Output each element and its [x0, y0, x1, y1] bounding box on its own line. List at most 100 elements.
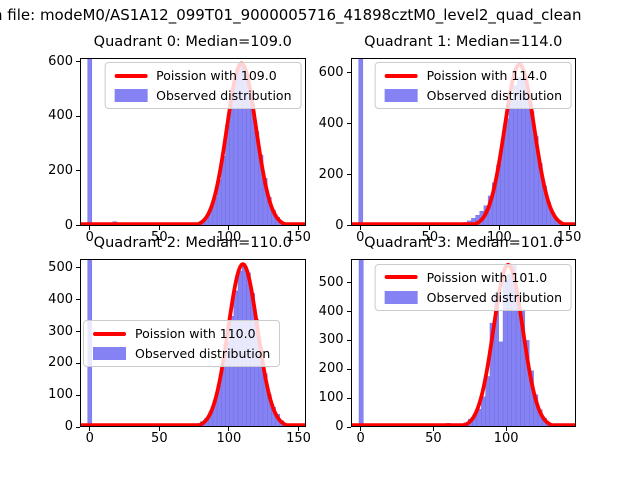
- histogram-swatch-icon: [384, 89, 418, 102]
- y-tick: [76, 225, 80, 226]
- x-tick-label: 50: [151, 431, 168, 446]
- x-tick-label: 100: [487, 229, 512, 245]
- y-tick: [76, 115, 80, 117]
- x-tick: [498, 225, 500, 230]
- y-tick: [76, 61, 80, 63]
- y-tick-label: 600: [318, 64, 344, 80]
- x-tick: [359, 225, 361, 230]
- quadrant-3-plot: [350, 259, 576, 427]
- legend-entry: Poission with 101.0: [384, 269, 562, 285]
- fit-line-swatch-icon: [384, 73, 418, 78]
- legend-entry: Observed distribution: [384, 88, 562, 103]
- poisson-fit-curve: [350, 262, 576, 427]
- x-tick-label: 0: [85, 431, 94, 446]
- quadrant-1-legend: Poission with 114.0 Observed distribution: [374, 62, 572, 109]
- y-tick-label: 200: [48, 162, 73, 178]
- legend-label: Poission with 101.0: [426, 269, 548, 285]
- x-tick: [568, 225, 570, 230]
- x-tick-label: 50: [425, 431, 442, 446]
- legend-entry: Poission with 110.0: [93, 326, 270, 341]
- quadrant-2-axes: [80, 259, 306, 427]
- y-tick: [346, 174, 351, 176]
- y-tick: [346, 72, 351, 74]
- y-tick-label: 100: [48, 387, 73, 403]
- x-tick: [505, 427, 507, 431]
- legend-entry: Observed distribution: [384, 290, 562, 305]
- x-tick-label: 150: [286, 431, 311, 446]
- x-tick-label: 100: [493, 431, 519, 446]
- legend-entry: Observed distribution: [114, 88, 292, 103]
- legend-entry: Poission with 109.0: [114, 68, 291, 83]
- y-tick: [76, 331, 80, 333]
- x-tick: [298, 427, 300, 431]
- legend-label: Observed distribution: [156, 88, 292, 103]
- quadrant-0-legend: Poission with 109.0 Observed distribution: [104, 62, 302, 109]
- y-tick: [346, 368, 351, 370]
- x-tick-label: 100: [216, 431, 242, 446]
- poisson-fit-curve: [350, 61, 576, 226]
- y-tick-label: 200: [318, 361, 344, 377]
- y-tick: [76, 299, 80, 301]
- quadrant-3-axes: [350, 259, 576, 427]
- legend-label: Poission with 110.0: [135, 326, 256, 341]
- y-tick: [346, 311, 351, 313]
- x-tick: [429, 225, 431, 230]
- fit-line-swatch-icon: [114, 73, 148, 78]
- y-tick: [346, 225, 351, 226]
- legend-entry: Poission with 114.0: [384, 68, 562, 83]
- y-tick-label: 600: [48, 53, 73, 69]
- quadrant-1-plot: [350, 57, 576, 226]
- fit-line-swatch-icon: [93, 331, 126, 336]
- y-tick: [76, 394, 80, 396]
- x-tick: [432, 427, 434, 431]
- fit-line-swatch-icon: [384, 275, 418, 279]
- x-tick-label: 50: [421, 229, 439, 245]
- quadrant-2-title: Quadrant 2: Median=110.0: [93, 235, 292, 251]
- quadrant-0-plot: [80, 57, 306, 226]
- x-tick-label: 150: [286, 229, 311, 245]
- histogram-bar: [357, 57, 363, 226]
- legend-label: Poission with 109.0: [156, 68, 277, 83]
- y-tick-label: 500: [318, 274, 344, 290]
- y-tick: [76, 170, 80, 172]
- x-tick: [228, 225, 230, 230]
- y-tick-label: 0: [335, 419, 344, 434]
- quadrant-2-legend: Poission with 110.0 Observed distribution: [83, 320, 281, 367]
- y-tick-label: 400: [48, 291, 73, 307]
- y-tick: [76, 426, 80, 428]
- y-tick: [346, 339, 351, 341]
- legend-label: Observed distribution: [426, 88, 562, 103]
- quadrant-1-axes: [350, 57, 576, 226]
- y-tick-label: 100: [318, 390, 344, 406]
- x-tick: [298, 225, 300, 230]
- poisson-fit-curve: [80, 61, 306, 226]
- y-tick: [76, 267, 80, 269]
- quadrant-0-axes: [80, 57, 306, 226]
- y-tick: [346, 397, 351, 399]
- histogram-swatch-icon: [93, 347, 126, 360]
- x-tick: [158, 427, 160, 431]
- y-tick-label: 300: [48, 323, 73, 339]
- y-tick-label: 0: [64, 419, 73, 434]
- legend-label: Observed distribution: [135, 346, 271, 361]
- histogram-swatch-icon: [114, 89, 148, 102]
- y-tick-label: 200: [48, 355, 73, 371]
- x-tick: [89, 427, 91, 431]
- x-tick: [228, 427, 230, 431]
- y-tick-label: 400: [318, 303, 344, 319]
- y-tick: [76, 362, 80, 364]
- y-tick-label: 200: [318, 166, 344, 182]
- y-tick: [346, 123, 351, 125]
- x-tick-label: 0: [356, 229, 365, 245]
- x-tick: [158, 225, 160, 230]
- y-tick: [346, 282, 351, 284]
- quadrant-0-title: Quadrant 0: Median=109.0: [93, 33, 292, 50]
- histogram-swatch-icon: [384, 290, 418, 304]
- figure-title: n file: modeM0/AS1A12_099T01_9000005716_…: [0, 6, 582, 24]
- x-tick: [89, 225, 91, 230]
- y-tick-label: 400: [318, 115, 344, 131]
- quadrant-1-title: Quadrant 1: Median=114.0: [364, 33, 563, 50]
- x-tick: [360, 427, 362, 431]
- y-tick-label: 400: [48, 108, 73, 124]
